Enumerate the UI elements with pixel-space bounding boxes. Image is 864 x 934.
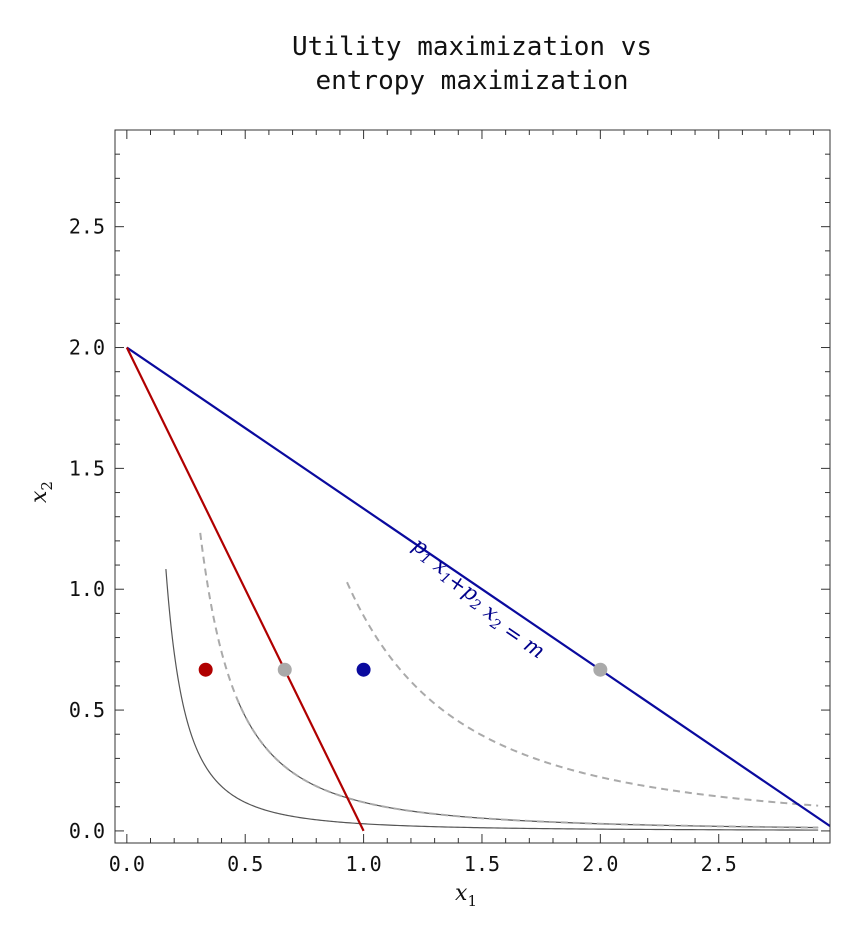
y-tick-label: 1.5: [69, 456, 105, 480]
budget-line-red: [125, 347, 365, 832]
y-tick-label: 0.5: [69, 698, 105, 722]
budget-line-blue: [126, 346, 830, 828]
x-tick-label: 2.0: [582, 852, 618, 876]
budget-equation-part: = m: [494, 615, 550, 663]
x-tick-label: 0.5: [227, 852, 263, 876]
x-tick-label: 1.0: [346, 852, 382, 876]
x-axis-label: x1: [455, 881, 477, 910]
optimum-point-1: [198, 662, 213, 677]
indifference-curve-1: [165, 568, 819, 831]
annotation-layer: p1 x1+p2 x2 = m: [397, 532, 561, 663]
x-tick-label: 0.0: [109, 852, 145, 876]
y-tick-label: 1.0: [69, 577, 105, 601]
axes-layer: 0.0 0.5 1.0 1.5 2.0 2.5 0.0 0.5 1.0 1.5 2.0 2.5: [69, 129, 831, 876]
x-tick-label: 2.5: [701, 852, 737, 876]
y-tick-label: 2.5: [69, 215, 105, 239]
indifference-curve-3: [199, 532, 819, 829]
chart-title-line-1: Utility maximization vs: [292, 32, 652, 62]
curves-layer: [125, 346, 830, 832]
indifference-curve-4: [346, 581, 819, 807]
y-tick-label: 2.0: [69, 336, 105, 360]
optimum-point-4: [593, 662, 608, 677]
plot-frame: [114, 129, 831, 844]
y-axis-label: x2: [27, 481, 56, 503]
indifference-curve-2: [237, 701, 819, 829]
x-tick-label: 1.5: [464, 852, 500, 876]
budget-equation-label: p1 x1+p2 x2 = m: [397, 532, 561, 663]
chart-title-line-2: entropy maximization: [315, 66, 628, 96]
optimum-point-2: [277, 662, 292, 677]
optimum-point-3: [356, 662, 371, 677]
y-tick-label: 0.0: [69, 819, 105, 843]
points-layer: [198, 662, 608, 677]
